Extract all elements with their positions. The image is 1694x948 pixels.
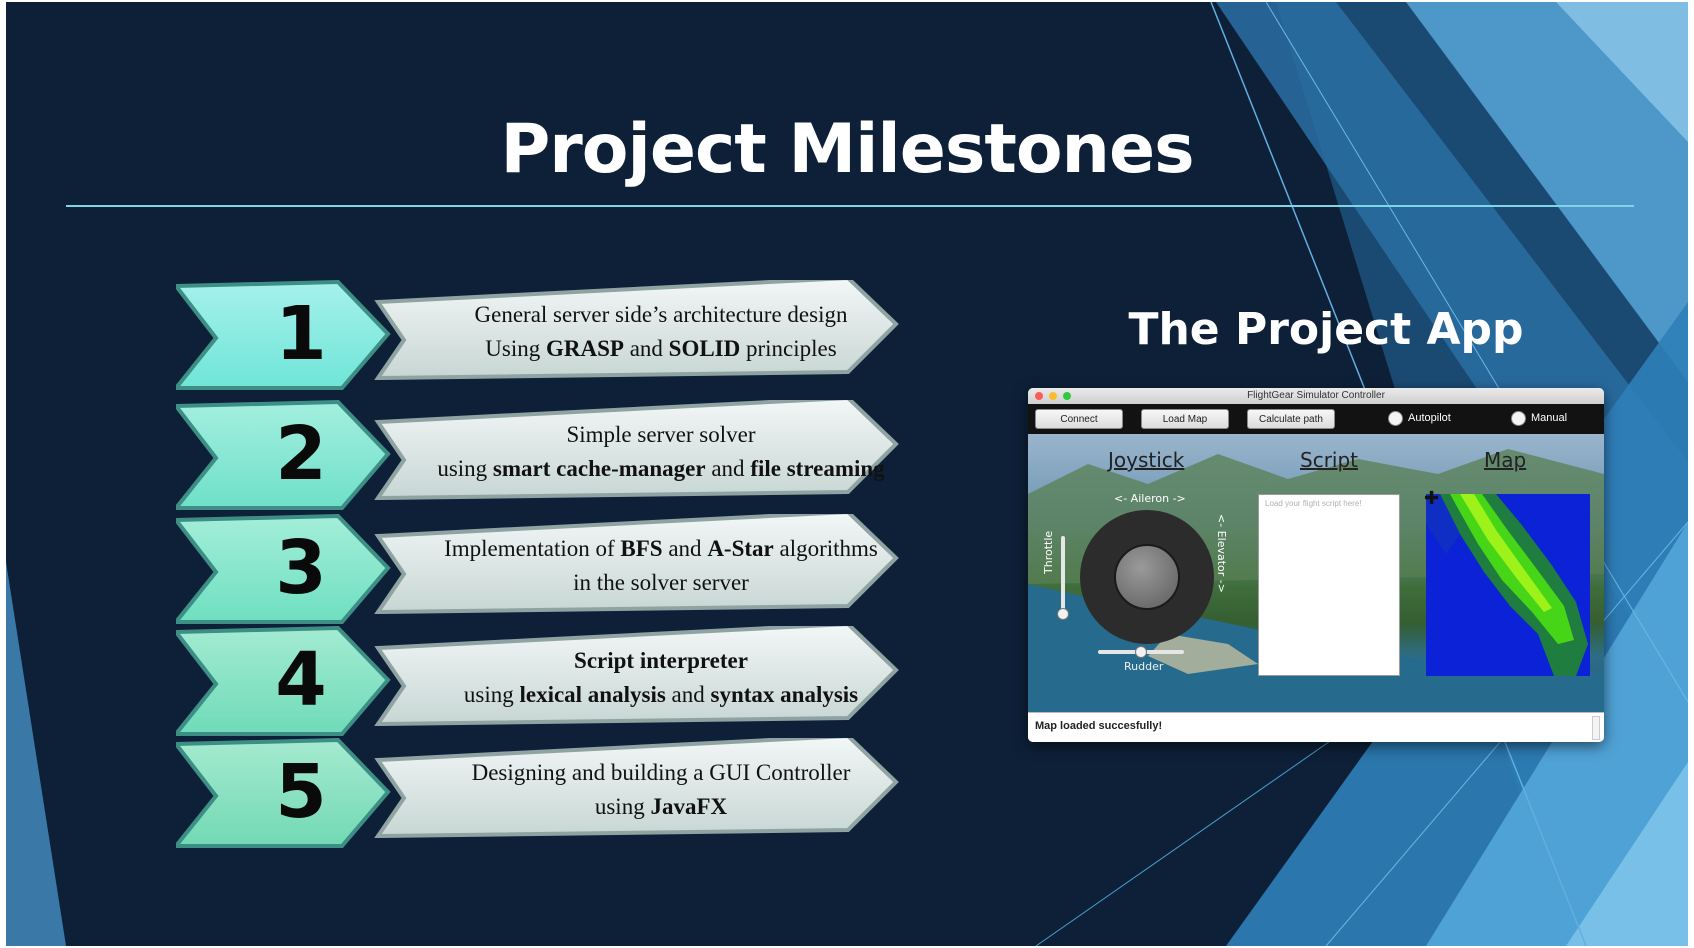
toolbar: Connect Load Map Calculate path Autopilo… [1028, 404, 1604, 434]
joystick-pad[interactable] [1080, 510, 1214, 644]
milestone-text-segment: Designing and building a GUI Controller [471, 760, 851, 785]
milestone-line1: Simple server solver [406, 418, 916, 452]
milestone-line2: Using GRASP and SOLID principles [406, 332, 916, 366]
plane-marker-icon: ✚ [1424, 488, 1440, 509]
title-divider [66, 205, 1634, 207]
milestone-text-segment: principles [740, 336, 837, 361]
status-scrollbar[interactable] [1592, 716, 1600, 740]
window-titlebar: FlightGear Simulator Controller [1028, 388, 1604, 404]
milestone-item: 2 Simple server solver using smart cache-m… [176, 400, 976, 516]
milestone-number: 1 [275, 291, 327, 377]
terrain-heatmap [1426, 494, 1590, 676]
milestone-text-segment: SOLID [668, 336, 741, 361]
calculate-path-button[interactable]: Calculate path [1247, 409, 1335, 429]
milestone-text-segment: lexical analysis [519, 682, 666, 707]
milestone-text-segment: syntax analysis [710, 682, 859, 707]
milestone-item: 1 General server side’s architecture desi… [176, 280, 976, 396]
milestone-text-segment: using [463, 682, 520, 707]
manual-label: Manual [1531, 412, 1568, 424]
map-canvas[interactable]: ✚ [1424, 488, 1590, 676]
throttle-slider[interactable] [1057, 536, 1069, 620]
milestone-number: 4 [275, 637, 327, 723]
close-icon[interactable] [1035, 392, 1043, 400]
milestone-text-segment: Simple server solver [566, 422, 756, 447]
elevator-label: <- Elevator -> [1215, 514, 1228, 593]
milestone-text-segment: algorithms [773, 536, 878, 561]
manual-radio[interactable] [1511, 411, 1526, 426]
aileron-label: <- Aileron -> [1114, 492, 1186, 505]
slide: Project Milestones The Project App 1 Gene… [6, 2, 1688, 946]
joystick-section-title: Joystick [1108, 448, 1185, 472]
milestone-line1: General server side’s architecture desig… [406, 298, 916, 332]
map-section-title: Map [1484, 448, 1527, 472]
milestone-number: 2 [275, 411, 327, 497]
milestone-line2: using lexical analysis and syntax analys… [406, 678, 916, 712]
milestone-line2: using smart cache-manager and file strea… [406, 452, 916, 486]
milestone-item: 3 Implementation of BFS and A-Star algori… [176, 514, 976, 630]
milestone-text: Designing and building a GUI Controller u… [406, 756, 916, 824]
autopilot-label: Autopilot [1408, 412, 1451, 424]
milestone-text: Simple server solver using smart cache-ma… [406, 418, 916, 486]
milestone-text-segment: and [623, 336, 669, 361]
milestone-line1: Designing and building a GUI Controller [406, 756, 916, 790]
milestone-number: 3 [275, 525, 327, 611]
status-text: Map loaded succesfully! [1035, 720, 1163, 732]
milestone-text-segment: and [665, 682, 711, 707]
milestone-text: Script interpreter using lexical analysis… [406, 644, 916, 712]
script-placeholder: Load your flight script here! [1265, 499, 1362, 508]
milestone-text-segment: and [662, 536, 708, 561]
rudder-label: Rudder [1124, 660, 1164, 673]
milestone-text-segment: BFS [620, 536, 663, 561]
script-textarea[interactable]: Load your flight script here! [1258, 494, 1400, 676]
maximize-icon[interactable] [1063, 392, 1071, 400]
milestone-text: General server side’s architecture desig… [406, 298, 916, 366]
milestone-text-segment: Implementation of [444, 536, 621, 561]
milestone-arrow-shape [176, 400, 899, 510]
throttle-thumb[interactable] [1057, 608, 1069, 620]
milestone-text-segment: using [437, 456, 493, 481]
app-content: Joystick Script Map <- Aileron -> Thrott… [1028, 434, 1604, 712]
load-map-button[interactable]: Load Map [1141, 409, 1229, 429]
milestone-text: Implementation of BFS and A-Star algorit… [406, 532, 916, 600]
milestone-text-segment: General server side’s architecture desig… [474, 302, 848, 327]
milestone-text-segment: and [705, 456, 751, 481]
milestone-text-segment: in the solver server [573, 570, 749, 595]
status-bar: Map loaded succesfully! [1028, 712, 1604, 742]
milestone-line1: Script interpreter [406, 644, 916, 678]
milestone-line2: using JavaFX [406, 790, 916, 824]
milestone-text-segment: JavaFX [650, 794, 728, 819]
milestone-arrow-shape [176, 626, 899, 736]
autopilot-radio[interactable] [1388, 411, 1403, 426]
minimize-icon[interactable] [1049, 392, 1057, 400]
script-section-title: Script [1300, 448, 1359, 472]
milestone-arrow-shape [176, 738, 899, 848]
page-title: Project Milestones [500, 110, 1194, 189]
milestone-text-segment: A-Star [707, 536, 774, 561]
milestone-text-segment: using [594, 794, 651, 819]
milestone-text-segment: smart cache-manager [492, 456, 706, 481]
connect-button[interactable]: Connect [1035, 409, 1123, 429]
milestone-arrow-shape [176, 514, 899, 624]
milestone-text-segment: Script interpreter [574, 648, 748, 673]
window-title: FlightGear Simulator Controller [1247, 390, 1385, 401]
milestone-item: 4 Script interpreter using lexical analysi… [176, 626, 976, 742]
milestone-text-segment: GRASP [545, 336, 624, 361]
milestone-line1: Implementation of BFS and A-Star algorit… [406, 532, 916, 566]
milestone-text-segment: file streaming [750, 456, 885, 481]
milestone-text-segment: Using [485, 336, 546, 361]
throttle-label: Throttle [1042, 530, 1055, 574]
app-heading: The Project App [1128, 304, 1524, 355]
milestone-line2: in the solver server [406, 566, 916, 600]
milestone-item: 5 Designing and building a GUI Controller… [176, 738, 976, 854]
rudder-thumb[interactable] [1135, 646, 1147, 658]
milestone-number: 5 [275, 749, 327, 835]
rudder-slider[interactable] [1098, 646, 1184, 658]
joystick-knob[interactable] [1114, 544, 1180, 610]
milestone-arrow-shape [176, 280, 899, 390]
app-window: FlightGear Simulator Controller Connect … [1028, 388, 1604, 742]
